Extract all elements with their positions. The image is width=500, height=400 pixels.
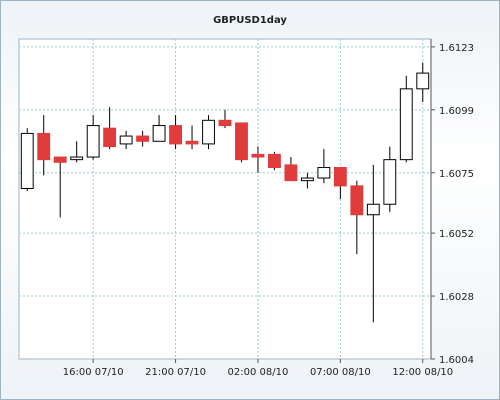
candle: [251, 146, 265, 173]
candle: [103, 107, 117, 150]
candle-body-up: [300, 177, 314, 182]
candle: [268, 151, 281, 171]
candle-body-down: [251, 153, 265, 158]
candle-body-up: [317, 167, 331, 179]
candle-body-up: [202, 119, 215, 145]
candle-body-down: [136, 135, 150, 142]
candle-body-up: [383, 159, 397, 205]
candle: [333, 167, 347, 199]
y-tick-label: 1.6099: [439, 106, 474, 117]
candle: [136, 130, 150, 147]
candle-body-down: [333, 167, 347, 187]
candle: [235, 122, 248, 163]
y-tick-label: 1.6052: [439, 229, 474, 240]
candle-body-up: [366, 203, 380, 216]
y-tick-label: 1.6004: [439, 355, 474, 366]
y-tick-label: 1.6028: [439, 292, 474, 303]
candles: [20, 62, 430, 323]
candle-body-down: [284, 164, 298, 182]
candle: [317, 149, 331, 184]
candle-body-down: [37, 132, 51, 161]
x-tick-label: 02:00 08/10: [228, 367, 289, 378]
candle-body-down: [53, 156, 67, 163]
candle: [284, 157, 298, 182]
plot-area: [18, 38, 432, 360]
candle-body-up: [20, 132, 34, 190]
candle: [202, 115, 215, 150]
candle: [383, 146, 397, 213]
x-tick-label: 12:00 08/10: [392, 367, 453, 378]
candle-body-up: [70, 156, 84, 161]
candle: [169, 115, 182, 150]
candle-body-down: [218, 119, 232, 127]
candle: [152, 115, 166, 142]
x-tick-label: 21:00 07/10: [145, 367, 206, 378]
axes: 1.6123 1.6099 1.6075 1.6052 1.6028 1.6004 16:0…: [63, 39, 474, 378]
candle-body-down: [185, 140, 199, 145]
x-tick-label: 07:00 08/10: [310, 367, 371, 378]
candle-body-down: [235, 122, 248, 161]
candle-body-up: [399, 88, 413, 161]
candle: [300, 172, 314, 189]
candle-body-up: [152, 125, 166, 142]
candle-body-down: [169, 125, 182, 145]
candle-body-up: [416, 72, 430, 90]
candle: [37, 115, 51, 176]
candle: [366, 164, 380, 323]
candle: [399, 75, 413, 163]
y-tick-label: 1.6075: [439, 169, 474, 180]
chart-title: GBPUSD1day: [213, 15, 287, 26]
candle-body-up: [119, 135, 133, 145]
candle-body-up: [86, 125, 100, 158]
candle: [350, 180, 364, 255]
candle-body-down: [268, 153, 281, 169]
candle: [20, 128, 34, 192]
candle: [218, 109, 232, 129]
candle: [416, 62, 430, 102]
y-tick-label: 1.6123: [439, 43, 474, 54]
candle: [53, 156, 67, 218]
candle-body-down: [103, 127, 117, 148]
candle: [70, 141, 84, 163]
candle: [86, 115, 100, 160]
x-tick-label: 16:00 07/10: [63, 367, 124, 378]
candle-body-down: [350, 185, 364, 216]
candle: [119, 130, 133, 150]
grid-lines: [18, 38, 432, 360]
candle: [185, 125, 199, 150]
